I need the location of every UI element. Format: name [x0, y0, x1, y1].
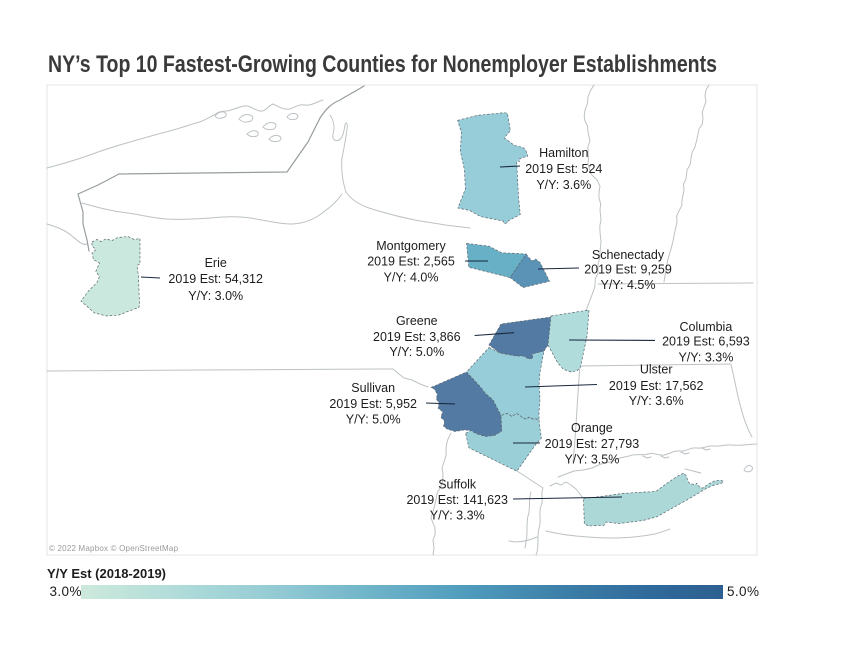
- svg-text:Y/Y: 5.0%: Y/Y: 5.0%: [346, 412, 401, 426]
- svg-text:Y/Y: 3.5%: Y/Y: 3.5%: [564, 453, 619, 467]
- svg-text:2019 Est: 54,312: 2019 Est: 54,312: [168, 272, 263, 286]
- svg-text:2019 Est: 27,793: 2019 Est: 27,793: [545, 437, 640, 451]
- svg-text:Ulster: Ulster: [640, 363, 673, 377]
- svg-text:2019 Est: 9,259: 2019 Est: 9,259: [584, 263, 672, 277]
- svg-text:Y/Y: 3.3%: Y/Y: 3.3%: [430, 508, 485, 522]
- svg-text:Orange: Orange: [571, 421, 613, 435]
- svg-text:Hamilton: Hamilton: [539, 146, 588, 160]
- svg-text:2019 Est: 5,952: 2019 Est: 5,952: [329, 397, 417, 411]
- svg-text:Montgomery: Montgomery: [376, 239, 446, 253]
- svg-text:Greene: Greene: [396, 314, 438, 328]
- svg-text:Sullivan: Sullivan: [351, 381, 395, 395]
- svg-text:2019 Est: 3,866: 2019 Est: 3,866: [373, 330, 461, 344]
- svg-text:2019 Est: 141,623: 2019 Est: 141,623: [406, 493, 508, 507]
- svg-text:Y/Y: 3.3%: Y/Y: 3.3%: [678, 350, 733, 364]
- svg-text:Y/Y: 3.6%: Y/Y: 3.6%: [629, 394, 684, 408]
- svg-text:Columbia: Columbia: [679, 320, 732, 334]
- svg-text:Y/Y: 5.0%: Y/Y: 5.0%: [389, 345, 444, 359]
- svg-text:Y/Y: 3.0%: Y/Y: 3.0%: [188, 289, 243, 303]
- svg-text:Y/Y: 4.5%: Y/Y: 4.5%: [601, 278, 656, 292]
- svg-text:Y/Y: 4.0%: Y/Y: 4.0%: [384, 271, 439, 285]
- svg-text:2019 Est: 2,565: 2019 Est: 2,565: [367, 255, 455, 269]
- svg-text:Schenectady: Schenectady: [592, 248, 665, 262]
- svg-text:Y/Y: 3.6%: Y/Y: 3.6%: [536, 178, 591, 192]
- svg-text:Erie: Erie: [205, 256, 227, 270]
- svg-text:2019 Est: 524: 2019 Est: 524: [525, 162, 602, 176]
- svg-text:2019 Est: 6,593: 2019 Est: 6,593: [662, 334, 750, 348]
- svg-text:2019 Est: 17,562: 2019 Est: 17,562: [609, 379, 704, 393]
- svg-text:Suffolk: Suffolk: [438, 477, 477, 491]
